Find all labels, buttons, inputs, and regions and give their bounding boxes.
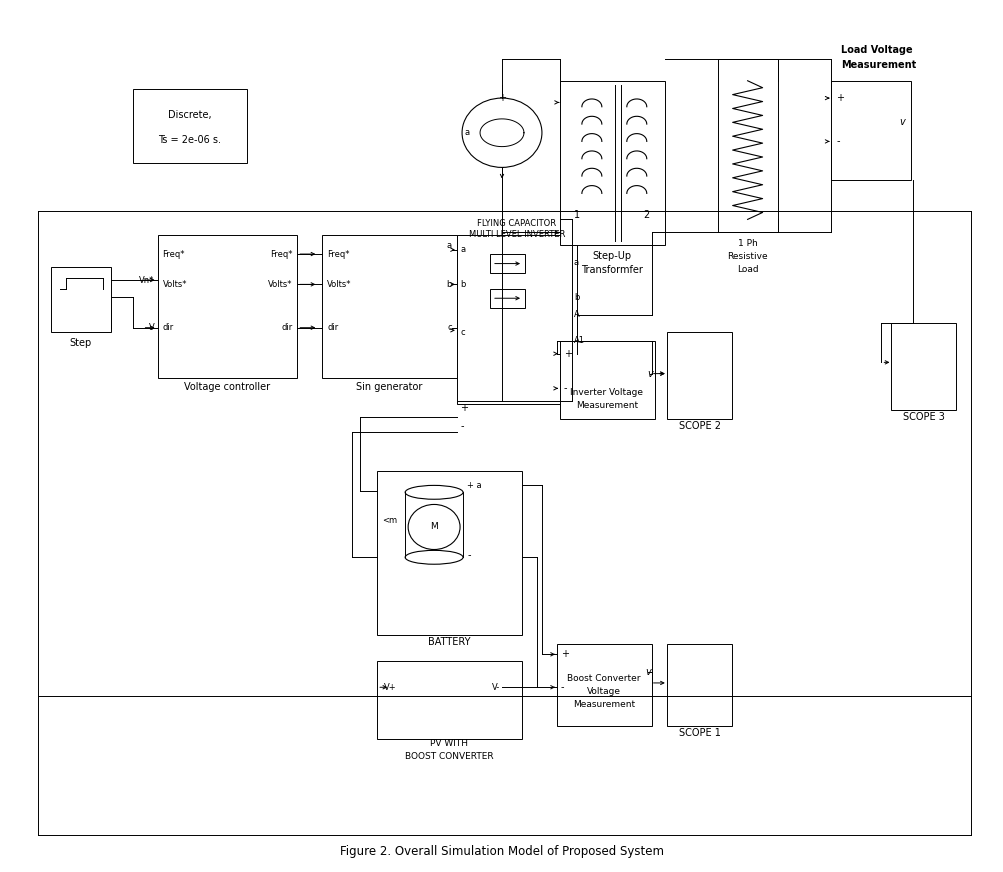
Bar	[377, 471, 522, 636]
Text: Measurement: Measurement	[575, 401, 637, 410]
Text: v: v	[646, 369, 652, 378]
Bar	[51, 267, 110, 332]
Text: +: +	[459, 403, 467, 413]
Bar	[830, 81, 911, 181]
Bar	[132, 90, 247, 163]
Text: Measurement: Measurement	[841, 60, 916, 70]
Text: V+: V+	[384, 683, 396, 691]
Text: SCOPE 3: SCOPE 3	[903, 412, 945, 422]
Text: SCOPE 2: SCOPE 2	[678, 420, 720, 431]
Text: c: c	[447, 324, 451, 332]
Text: v: v	[899, 118, 905, 127]
Text: +: +	[835, 93, 844, 103]
Text: V-: V-	[491, 683, 499, 691]
Text: Inverter Voltage: Inverter Voltage	[570, 388, 643, 397]
Bar	[489, 254, 525, 273]
Ellipse shape	[405, 486, 462, 500]
Text: <m: <m	[382, 516, 397, 526]
Text: Volts*: Volts*	[268, 280, 292, 289]
Text: Ts = 2e-06 s.: Ts = 2e-06 s.	[158, 134, 222, 145]
Circle shape	[408, 504, 459, 549]
Ellipse shape	[405, 550, 462, 564]
Text: +: +	[561, 650, 569, 659]
Text: A1: A1	[574, 337, 585, 345]
Text: MULTI LEVEL INVERTER: MULTI LEVEL INVERTER	[468, 230, 565, 240]
Text: PV WITH: PV WITH	[429, 739, 467, 748]
Text: +: +	[497, 93, 506, 103]
Text: 1 Ph: 1 Ph	[737, 239, 756, 249]
Text: a: a	[464, 128, 469, 137]
Text: 1: 1	[574, 210, 580, 220]
Text: a: a	[459, 245, 464, 255]
Text: V: V	[148, 324, 154, 332]
Bar	[157, 235, 297, 378]
Bar	[560, 81, 664, 245]
Bar	[489, 289, 525, 308]
Text: Voltage controller: Voltage controller	[185, 382, 270, 392]
Bar	[557, 644, 651, 726]
Text: M: M	[430, 522, 437, 531]
Text: Vn*: Vn*	[139, 276, 154, 284]
Bar	[560, 341, 654, 419]
Text: 2: 2	[643, 210, 649, 220]
Text: Step: Step	[69, 338, 91, 348]
Bar	[322, 235, 456, 378]
Text: b: b	[459, 280, 465, 289]
Text: -: -	[564, 384, 567, 393]
Text: +: +	[564, 349, 572, 358]
Bar	[377, 661, 522, 739]
Text: Boost Converter: Boost Converter	[567, 674, 640, 683]
Text: b: b	[574, 293, 579, 302]
Text: Volts*: Volts*	[327, 280, 351, 289]
Text: Measurement: Measurement	[572, 700, 634, 709]
Text: Load Voltage: Load Voltage	[841, 45, 912, 56]
Text: v: v	[644, 667, 650, 677]
Text: Sin generator: Sin generator	[356, 382, 422, 392]
Text: dir: dir	[327, 324, 338, 332]
Text: -: -	[499, 162, 504, 173]
Text: c: c	[459, 328, 464, 337]
Text: SCOPE 1: SCOPE 1	[678, 728, 720, 739]
Text: Discrete,: Discrete,	[169, 111, 212, 120]
Bar	[891, 324, 955, 410]
Text: A: A	[574, 310, 579, 319]
Text: Freq*: Freq*	[162, 249, 185, 258]
Text: Voltage: Voltage	[587, 687, 620, 696]
Text: a: a	[446, 241, 451, 250]
Text: + a: + a	[466, 480, 481, 490]
Bar	[666, 644, 731, 726]
Text: BOOST CONVERTER: BOOST CONVERTER	[404, 752, 492, 761]
Text: -: -	[835, 136, 840, 146]
Text: Volts*: Volts*	[162, 280, 187, 289]
Text: dir: dir	[281, 324, 292, 332]
Text: -: -	[561, 682, 564, 692]
Text: dir: dir	[162, 324, 174, 332]
Text: Load: Load	[736, 265, 757, 274]
Text: Step-Up: Step-Up	[592, 251, 631, 261]
Text: b: b	[446, 280, 451, 289]
Text: Freq*: Freq*	[327, 249, 349, 258]
Text: BATTERY: BATTERY	[427, 637, 469, 647]
Text: Transformfer: Transformfer	[581, 264, 642, 275]
Circle shape	[461, 98, 542, 167]
Text: Freq*: Freq*	[270, 249, 292, 258]
Text: -: -	[459, 420, 463, 431]
Bar	[456, 235, 577, 404]
Text: Figure 2. Overall Simulation Model of Proposed System: Figure 2. Overall Simulation Model of Pr…	[340, 845, 663, 858]
Bar	[666, 332, 731, 419]
Text: Resistive: Resistive	[726, 252, 767, 261]
Text: a: a	[574, 258, 579, 267]
Bar	[717, 59, 776, 232]
Text: -: -	[466, 550, 470, 561]
Text: FLYING CAPACITOR: FLYING CAPACITOR	[477, 219, 556, 228]
